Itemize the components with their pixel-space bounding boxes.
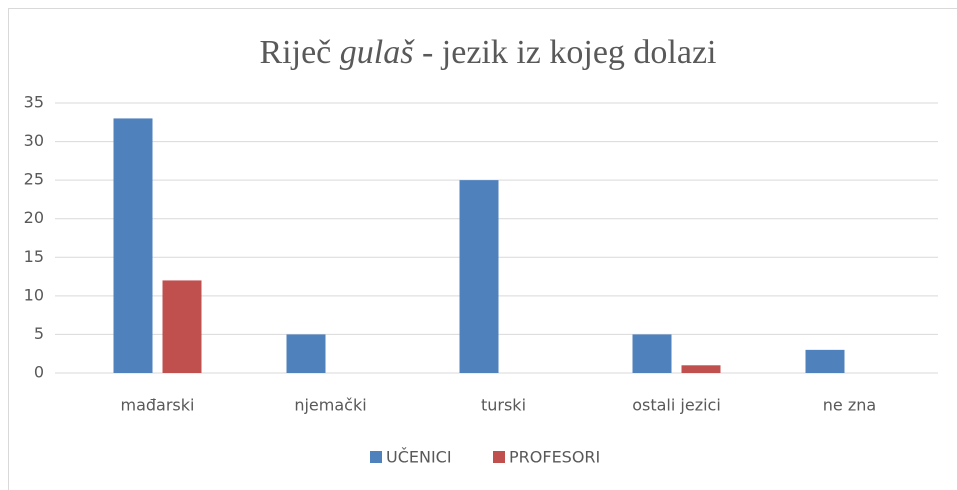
legend-swatch (370, 451, 382, 463)
legend-swatch (493, 451, 505, 463)
bar (286, 334, 326, 373)
bar (632, 334, 672, 373)
y-tick-label: 25 (24, 170, 44, 189)
chart-frame (8, 8, 957, 490)
title-run: - jezik iz kojeg dolazi (413, 34, 716, 71)
legend-label: PROFESORI (509, 448, 600, 467)
bar (113, 118, 153, 373)
y-tick-label: 35 (24, 93, 44, 112)
y-tick-label: 10 (24, 285, 44, 304)
x-tick-label: njemački (294, 396, 366, 415)
y-tick-label: 5 (34, 324, 44, 343)
title-run: gulaš (340, 34, 415, 71)
x-tick-label: mađarski (121, 396, 195, 415)
y-tick-label: 30 (24, 131, 44, 150)
y-tick-label: 0 (34, 363, 44, 382)
bar (681, 365, 721, 373)
legend-label: UČENICI (386, 448, 452, 467)
bar (459, 180, 499, 373)
x-tick-label: turski (481, 396, 526, 415)
y-tick-label: 15 (24, 247, 44, 266)
bar (162, 280, 202, 373)
title-run: Riječ (260, 34, 340, 71)
bar (805, 349, 845, 373)
x-tick-label: ne zna (823, 396, 876, 415)
x-tick-label: ostali jezici (632, 396, 721, 415)
chart-title: Riječ gulaš - jezik iz kojeg dolazi (260, 34, 717, 71)
y-tick-label: 20 (24, 208, 44, 227)
